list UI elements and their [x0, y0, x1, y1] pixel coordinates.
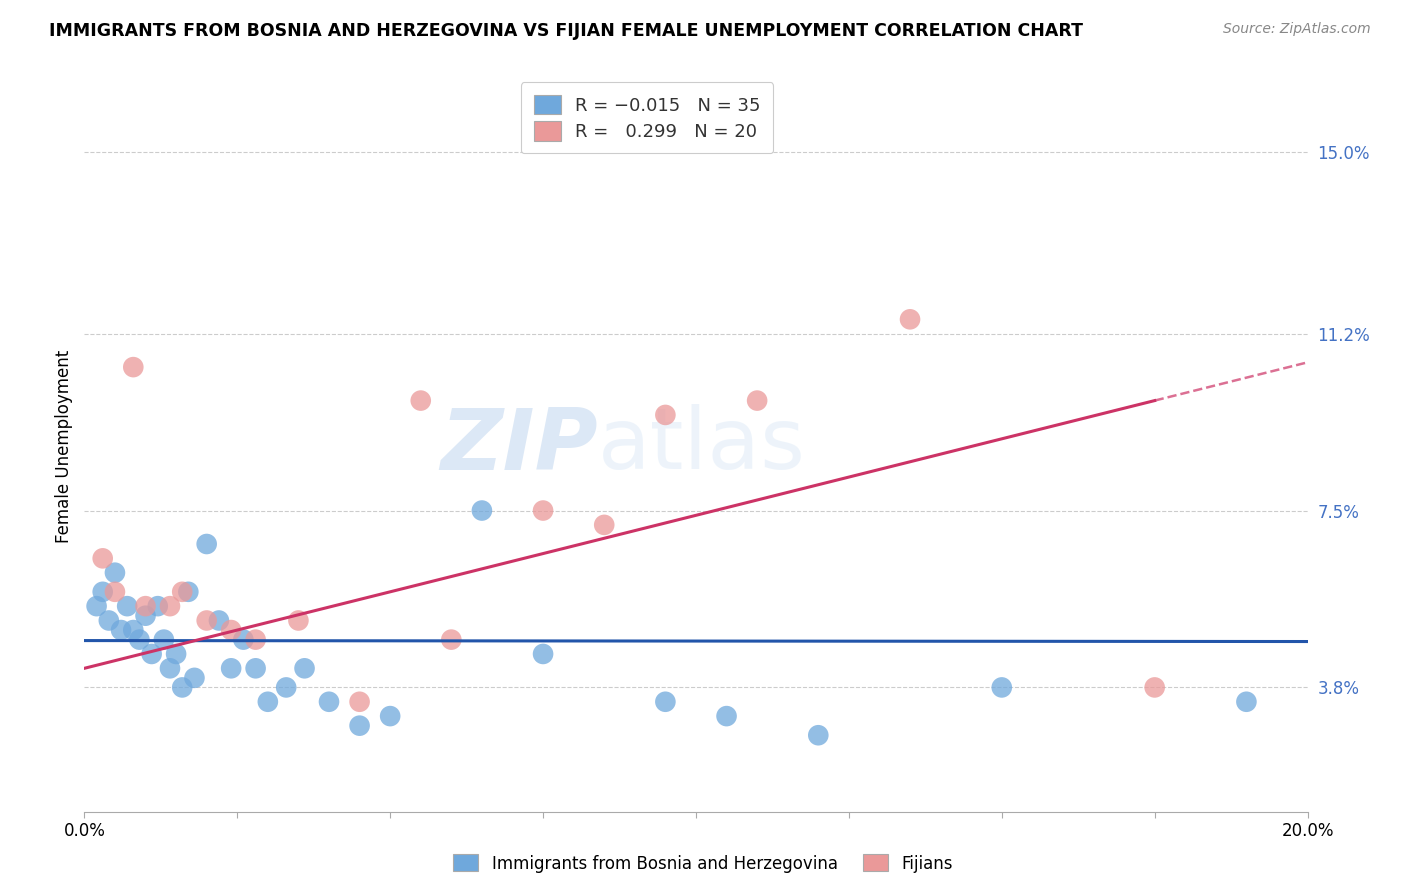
Point: [349, 719, 371, 733]
Point: [349, 695, 371, 709]
Point: [232, 632, 254, 647]
Point: [898, 312, 921, 326]
Point: [991, 681, 1014, 695]
Point: [471, 503, 494, 517]
Point: [807, 728, 830, 742]
Text: IMMIGRANTS FROM BOSNIA AND HERZEGOVINA VS FIJIAN FEMALE UNEMPLOYMENT CORRELATION: IMMIGRANTS FROM BOSNIA AND HERZEGOVINA V…: [49, 22, 1083, 40]
Point: [104, 566, 127, 580]
Point: [257, 695, 280, 709]
Point: [146, 599, 169, 614]
Point: [172, 681, 194, 695]
Legend: R = −0.015   N = 35, R =   0.299   N = 20: R = −0.015 N = 35, R = 0.299 N = 20: [520, 82, 773, 153]
Point: [86, 599, 108, 614]
Point: [318, 695, 340, 709]
Text: Source: ZipAtlas.com: Source: ZipAtlas.com: [1223, 22, 1371, 37]
Point: [97, 614, 120, 628]
Point: [135, 599, 157, 614]
Point: [159, 599, 181, 614]
Point: [440, 632, 463, 647]
Point: [208, 614, 231, 628]
Point: [122, 360, 145, 375]
Point: [716, 709, 738, 723]
Point: [245, 661, 267, 675]
Point: [294, 661, 316, 675]
Y-axis label: Female Unemployment: Female Unemployment: [55, 350, 73, 542]
Point: [531, 647, 554, 661]
Point: [654, 408, 676, 422]
Point: [380, 709, 402, 723]
Point: [115, 599, 138, 614]
Point: [219, 661, 242, 675]
Point: [159, 661, 181, 675]
Point: [276, 681, 298, 695]
Text: ZIP: ZIP: [440, 404, 598, 488]
Point: [91, 551, 114, 566]
Point: [91, 584, 114, 599]
Point: [165, 647, 187, 661]
Legend: Immigrants from Bosnia and Herzegovina, Fijians: Immigrants from Bosnia and Herzegovina, …: [447, 847, 959, 880]
Point: [122, 623, 145, 637]
Point: [747, 393, 769, 408]
Point: [1236, 695, 1258, 709]
Point: [135, 608, 157, 623]
Point: [172, 584, 194, 599]
Point: [195, 537, 218, 551]
Point: [128, 632, 150, 647]
Point: [219, 623, 242, 637]
Point: [153, 632, 176, 647]
Point: [409, 393, 432, 408]
Point: [245, 632, 267, 647]
Point: [177, 584, 200, 599]
Text: atlas: atlas: [598, 404, 806, 488]
Point: [531, 503, 554, 517]
Point: [287, 614, 309, 628]
Point: [593, 517, 616, 532]
Point: [110, 623, 132, 637]
Point: [141, 647, 163, 661]
Point: [1143, 681, 1166, 695]
Point: [183, 671, 205, 685]
Point: [195, 614, 218, 628]
Point: [104, 584, 127, 599]
Point: [654, 695, 676, 709]
